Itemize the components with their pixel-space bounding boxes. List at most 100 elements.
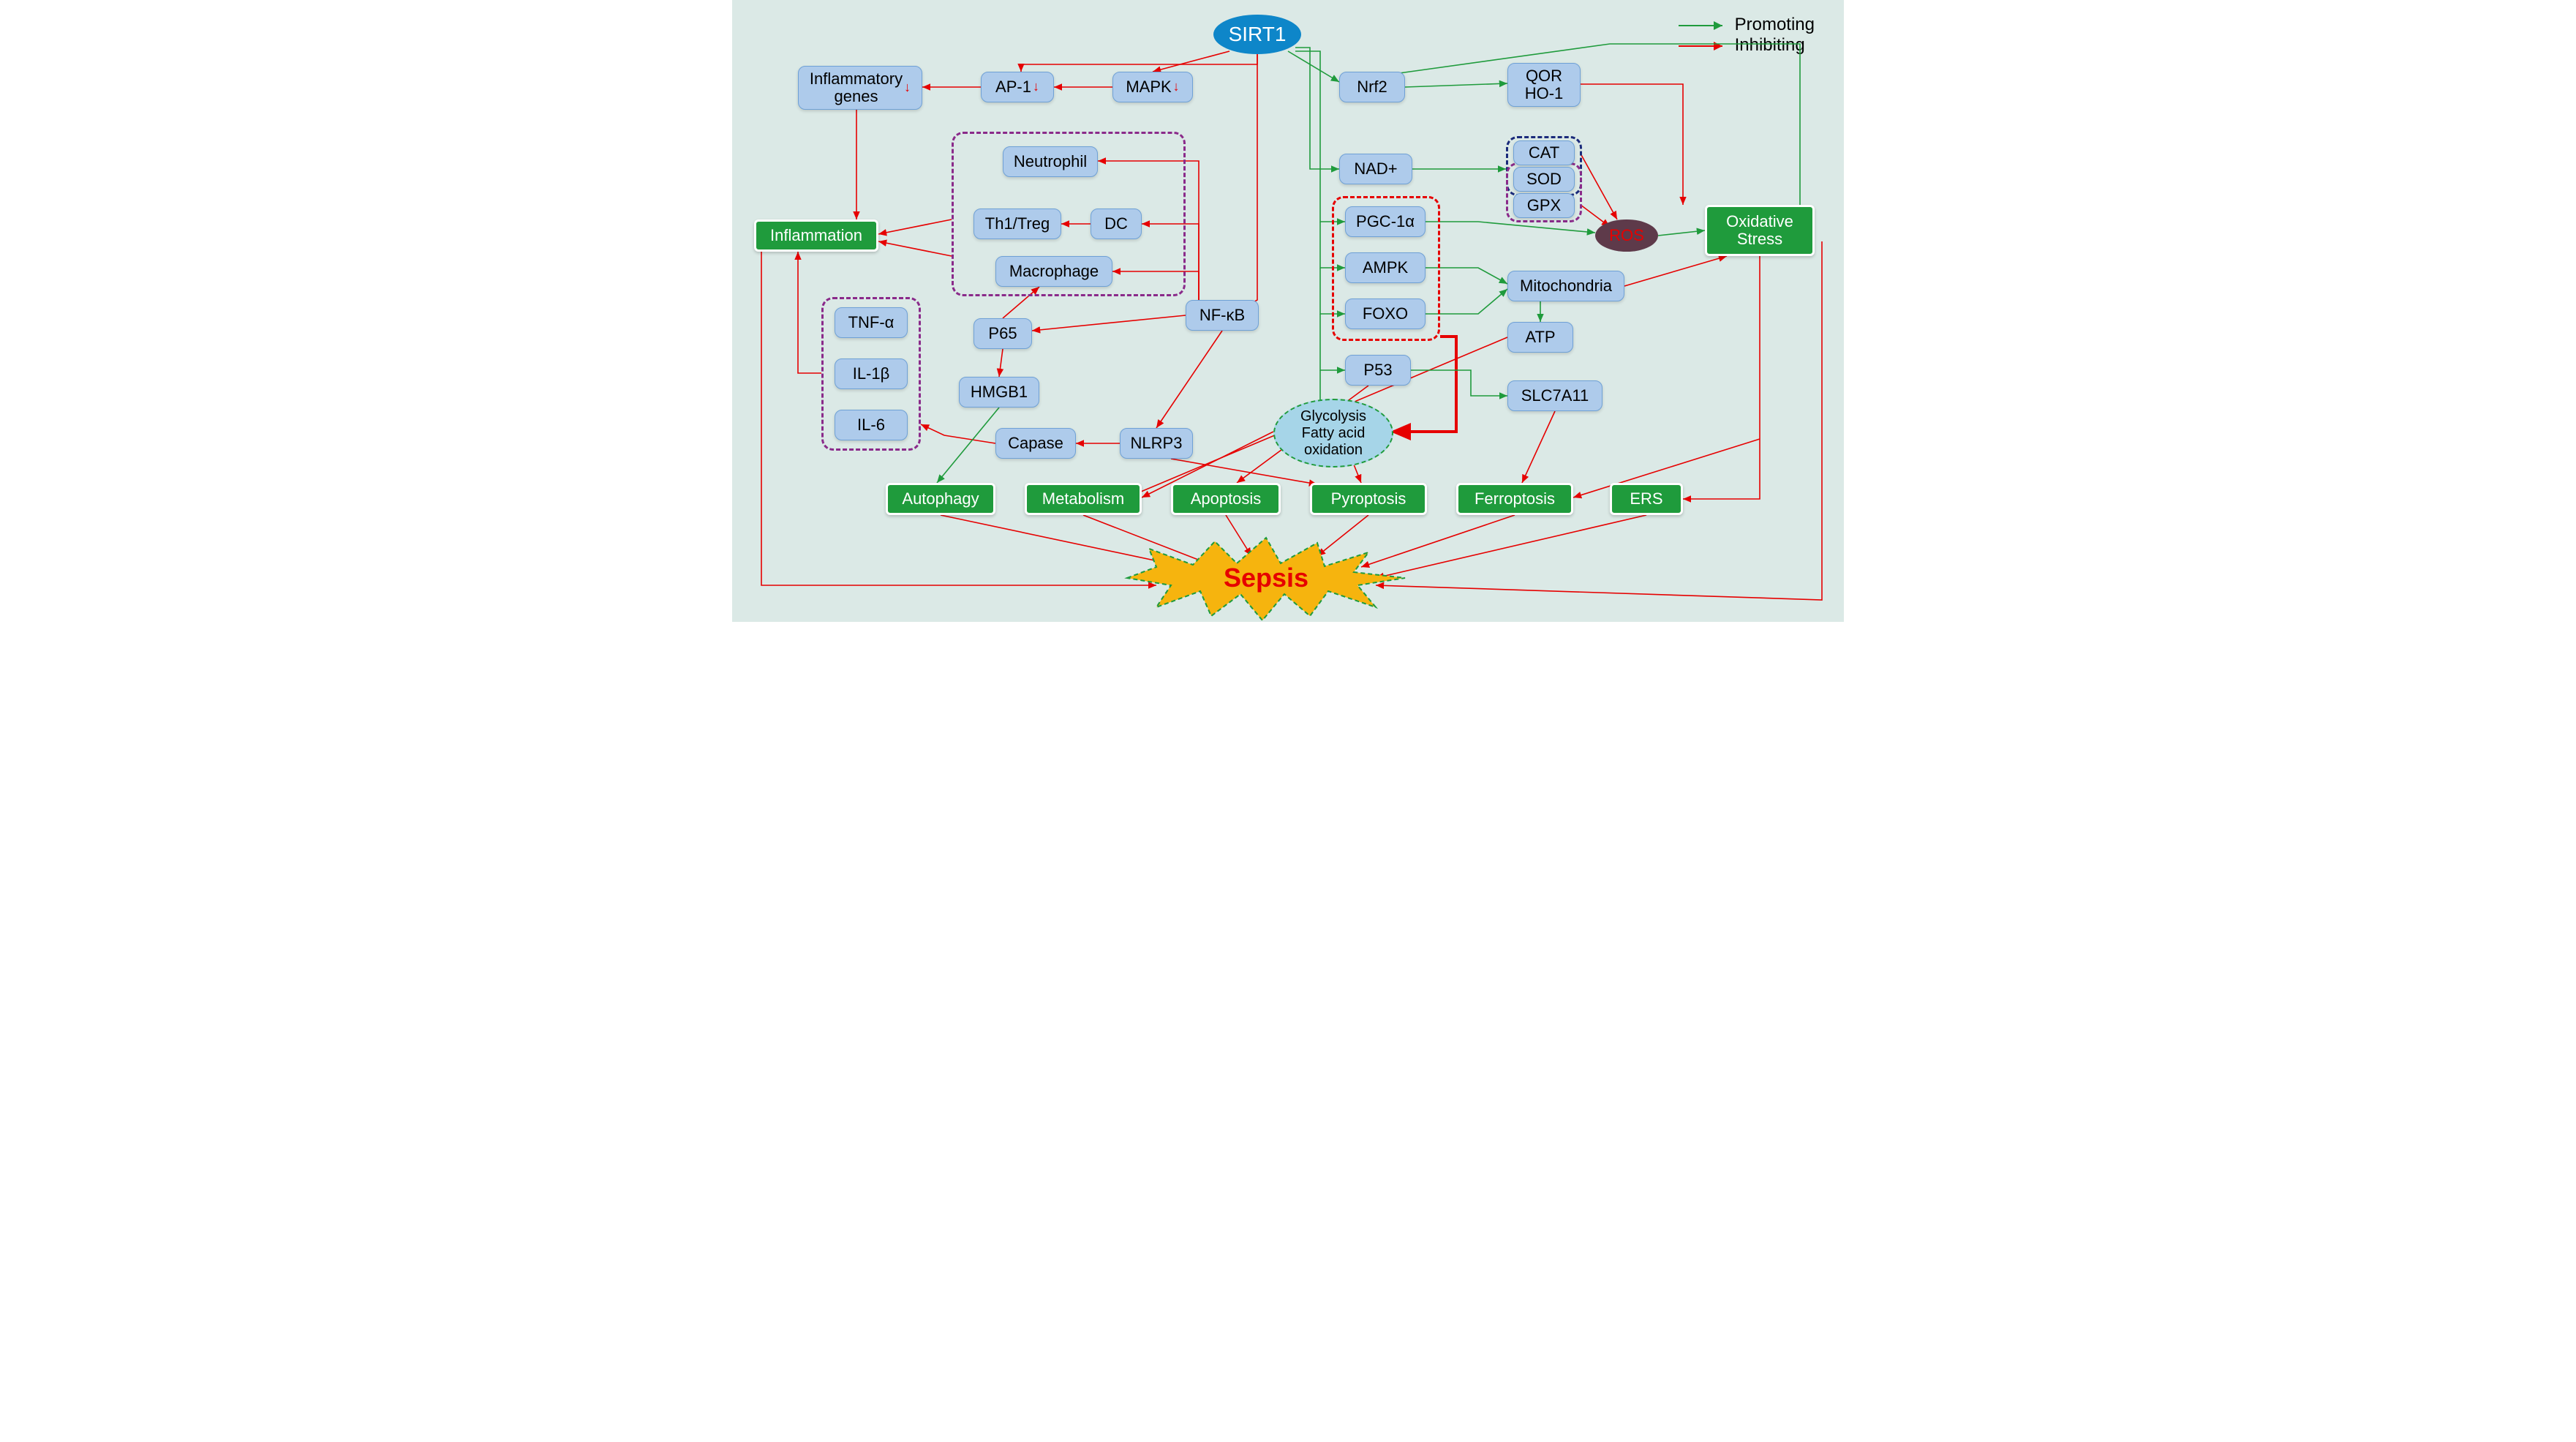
node-th1treg: Th1/Treg xyxy=(973,209,1061,239)
node-foxo: FOXO xyxy=(1345,298,1426,329)
edge-nfkb-nlrp3 xyxy=(1156,331,1222,428)
node-apoptosis: Apoptosis xyxy=(1171,483,1281,515)
node-metabolism: Metabolism xyxy=(1025,483,1142,515)
node-pgc1a: PGC-1α xyxy=(1345,206,1426,237)
node-autophagy-label: Autophagy xyxy=(902,490,979,508)
node-atp-label: ATP xyxy=(1525,328,1555,346)
node-gpx: GPX xyxy=(1513,193,1575,218)
node-glycolysis-label: Glycolysis Fatty acid oxidation xyxy=(1300,408,1366,459)
edge-capase-cytokines xyxy=(921,424,995,443)
node-pyroptosis: Pyroptosis xyxy=(1310,483,1427,515)
node-capase: Capase xyxy=(995,428,1076,459)
node-apoptosis-label: Apoptosis xyxy=(1191,490,1262,508)
edge-nrf2-right xyxy=(1399,44,1800,219)
edge-immunegroup-inflammation xyxy=(878,241,952,256)
node-sod-label: SOD xyxy=(1526,170,1562,188)
node-ampk: AMPK xyxy=(1345,252,1426,283)
node-dc: DC xyxy=(1091,209,1142,239)
edge-p53-slc xyxy=(1411,370,1507,396)
node-gpx-label: GPX xyxy=(1527,197,1561,214)
legend-promoting: Promoting xyxy=(1679,15,1815,35)
node-ros: ROS xyxy=(1595,219,1658,252)
down-arrow-icon: ↓ xyxy=(904,80,911,95)
node-slc7a11-label: SLC7A11 xyxy=(1521,387,1589,405)
edge-nlrp3-pyroptosis xyxy=(1171,459,1317,484)
node-glycolysis: Glycolysis Fatty acid oxidation xyxy=(1273,399,1393,467)
node-ers: ERS xyxy=(1610,483,1683,515)
node-il1b: IL-1β xyxy=(835,358,908,389)
sepsis-starburst: Sepsis xyxy=(1112,534,1420,622)
edge-sirt1 xyxy=(1021,54,1257,72)
node-nlrp3: NLRP3 xyxy=(1120,428,1193,459)
legend-promoting-label: Promoting xyxy=(1735,15,1815,34)
edge-hmgb1-autophagy xyxy=(937,408,999,483)
node-ap1-label: AP-1 xyxy=(995,78,1031,96)
edge-ros-oxstress xyxy=(1658,230,1705,236)
edge-qor-oxstress xyxy=(1581,84,1683,205)
node-il6-label: IL-6 xyxy=(857,416,885,434)
node-ferroptosis: Ferroptosis xyxy=(1456,483,1573,515)
node-tnfa-label: TNF-α xyxy=(848,314,895,331)
edge-pgc-ros xyxy=(1426,222,1595,233)
legend-inhibiting-label: Inhibiting xyxy=(1735,35,1805,55)
node-neutrophil-label: Neutrophil xyxy=(1014,153,1087,170)
node-cat-label: CAT xyxy=(1529,144,1559,162)
node-oxidative_stress: Oxidative Stress xyxy=(1705,205,1815,256)
node-pgc1a-label: PGC-1α xyxy=(1356,213,1415,230)
edge-sirt1-nad xyxy=(1295,48,1339,169)
edge-inflammation-sepsis xyxy=(761,252,1156,585)
node-mitochondria-label: Mitochondria xyxy=(1520,277,1612,295)
node-hmgb1-label: HMGB1 xyxy=(971,383,1028,401)
node-p65-label: P65 xyxy=(988,325,1017,342)
node-il1b-label: IL-1β xyxy=(853,365,890,383)
edge-sirt1-mapk xyxy=(1153,51,1229,72)
node-metabolism-label: Metabolism xyxy=(1042,490,1124,508)
node-ers-label: ERS xyxy=(1630,490,1662,508)
node-cat: CAT xyxy=(1513,140,1575,165)
legend-inhibiting: Inhibiting xyxy=(1679,35,1815,56)
node-capase-label: Capase xyxy=(1008,435,1063,452)
edge-sirt1-pgc xyxy=(1295,51,1345,222)
node-dc-label: DC xyxy=(1104,215,1128,233)
node-mitochondria: Mitochondria xyxy=(1507,271,1624,301)
node-mapk: MAPK↓ xyxy=(1112,72,1193,102)
node-neutrophil: Neutrophil xyxy=(1003,146,1098,177)
node-mapk-label: MAPK xyxy=(1126,78,1171,96)
node-nad-label: NAD+ xyxy=(1354,160,1397,178)
down-arrow-icon: ↓ xyxy=(1173,80,1180,94)
sepsis-label: Sepsis xyxy=(1224,563,1308,593)
edge-slc-ferroptosis xyxy=(1522,411,1555,483)
node-th1treg-label: Th1/Treg xyxy=(985,215,1050,233)
down-arrow-icon: ↓ xyxy=(1033,80,1039,94)
node-sirt1: SIRT1 xyxy=(1213,15,1301,54)
diagram-canvas: Promoting Inhibiting SIRT1 Inflammatory g… xyxy=(732,0,1844,622)
node-ros-label: ROS xyxy=(1609,226,1644,245)
node-ferroptosis-label: Ferroptosis xyxy=(1475,490,1555,508)
node-autophagy: Autophagy xyxy=(886,483,995,515)
edge-sirt1-nfkb xyxy=(1244,54,1257,307)
edge-group-inflammation xyxy=(878,219,952,234)
node-macrophage-label: Macrophage xyxy=(1009,263,1099,280)
node-nfkb: NF-κB xyxy=(1186,300,1259,331)
node-nad: NAD+ xyxy=(1339,154,1412,184)
node-slc7a11: SLC7A11 xyxy=(1507,380,1603,411)
node-tnfa: TNF-α xyxy=(835,307,908,338)
node-ap1: AP-1↓ xyxy=(981,72,1054,102)
node-il6: IL-6 xyxy=(835,410,908,440)
node-p53-label: P53 xyxy=(1363,361,1392,379)
edge-sirt1-nrf2 xyxy=(1288,51,1339,82)
node-atp: ATP xyxy=(1507,322,1573,353)
node-inflammation: Inflammation xyxy=(754,219,878,252)
node-p53: P53 xyxy=(1345,355,1411,386)
legend: Promoting Inhibiting xyxy=(1679,15,1815,56)
node-qor_ho1-label: QOR HO-1 xyxy=(1525,67,1564,102)
node-oxidative_stress-label: Oxidative Stress xyxy=(1726,213,1793,248)
node-nrf2: Nrf2 xyxy=(1339,72,1405,102)
edge-glycolysis-pyroptosis xyxy=(1354,465,1361,483)
node-inflammatory_genes: Inflammatory genes↓ xyxy=(798,66,922,110)
node-qor_ho1: QOR HO-1 xyxy=(1507,63,1581,107)
node-inflammation-label: Inflammation xyxy=(770,227,862,244)
node-sirt1-label: SIRT1 xyxy=(1229,23,1287,46)
node-foxo-label: FOXO xyxy=(1363,305,1408,323)
edge-oxstress-ers xyxy=(1683,256,1760,499)
